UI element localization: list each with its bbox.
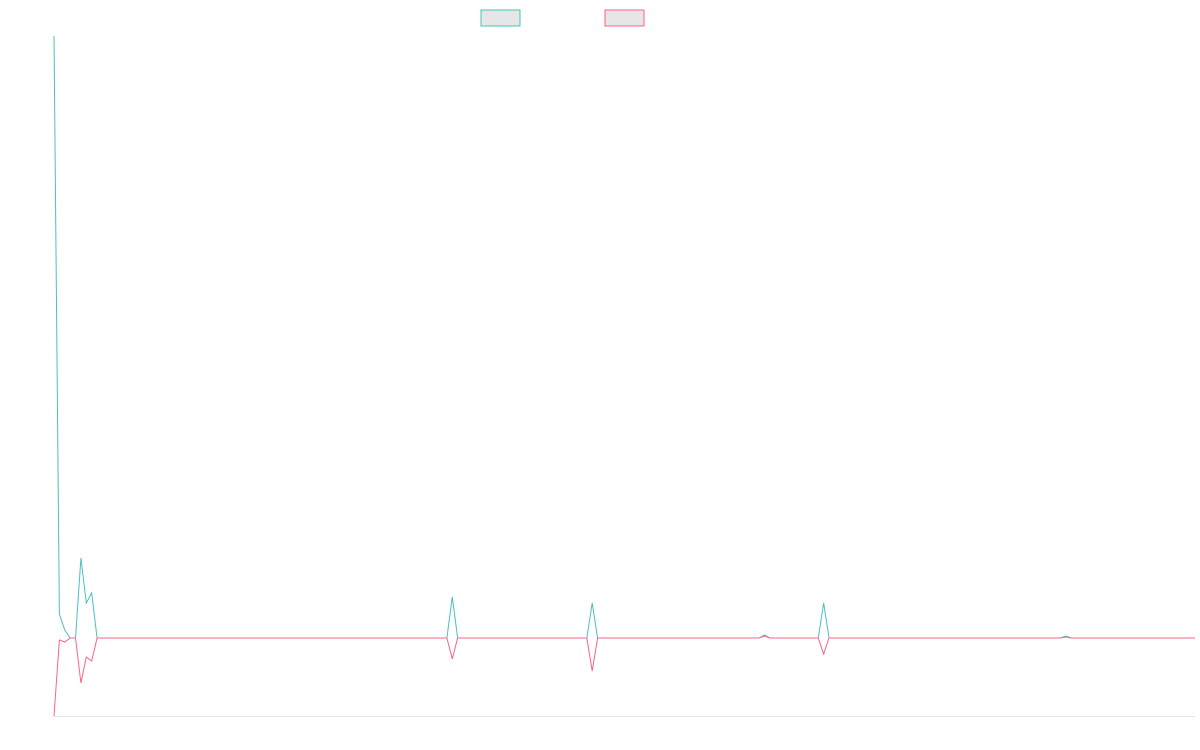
series-line	[53, 635, 1195, 717]
series-line	[53, 35, 1195, 639]
legend-swatch	[480, 9, 521, 27]
legend-swatch	[604, 9, 645, 27]
